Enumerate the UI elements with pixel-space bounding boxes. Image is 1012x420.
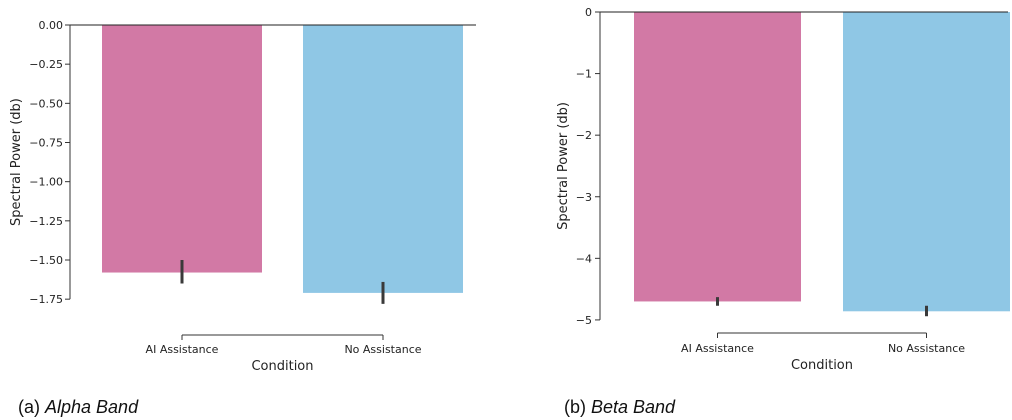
y-tick-label: −0.25 (29, 58, 63, 71)
y-axis-label: Spectral Power (db) (556, 102, 571, 230)
y-tick-label: −3 (576, 191, 592, 204)
panel-caption: (b) Beta Band (564, 397, 676, 417)
caption-prefix: (a) (18, 397, 45, 417)
y-tick-label: −1.50 (29, 254, 63, 267)
panel-caption: (a) Alpha Band (18, 397, 139, 417)
bar-no-assistance (843, 12, 1010, 312)
y-tick-label: −4 (576, 252, 592, 265)
x-axis-label: Condition (251, 359, 313, 374)
caption-title: Beta Band (591, 397, 676, 417)
x-axis-label: Condition (791, 358, 853, 373)
y-tick-label: −0.75 (29, 137, 63, 150)
bar-ai-assistance (634, 12, 801, 302)
y-axis-label: Spectral Power (db) (9, 98, 24, 226)
y-tick-label: −2 (576, 129, 592, 142)
chart-alpha-band: 0.00 −0.25 −0.50 −0.75 −1.00 −1.25 −1.50 −1.75 A… (9, 19, 476, 417)
bar-ai-assistance (102, 25, 262, 273)
chart-beta-band: 0 −1 −2 −3 −4 −5 AI Assistance No Assistance Con… (556, 6, 1010, 417)
caption-prefix: (b) (564, 397, 591, 417)
x-tick-label: AI Assistance (681, 342, 754, 355)
y-tick-label: −1.25 (29, 215, 63, 228)
y-tick-label: 0.00 (39, 19, 64, 32)
x-tick-label: No Assistance (344, 343, 421, 356)
x-tick-label: No Assistance (888, 342, 965, 355)
y-tick-label: −0.50 (29, 97, 63, 110)
x-tick-label: AI Assistance (146, 343, 219, 356)
y-tick-label: −1 (576, 68, 592, 81)
y-tick-label: −5 (576, 314, 592, 327)
y-tick-label: −1.75 (29, 293, 63, 306)
caption-title: Alpha Band (44, 397, 139, 417)
bar-no-assistance (303, 25, 463, 293)
y-tick-label: −1.00 (29, 176, 63, 189)
y-tick-label: 0 (585, 6, 592, 19)
